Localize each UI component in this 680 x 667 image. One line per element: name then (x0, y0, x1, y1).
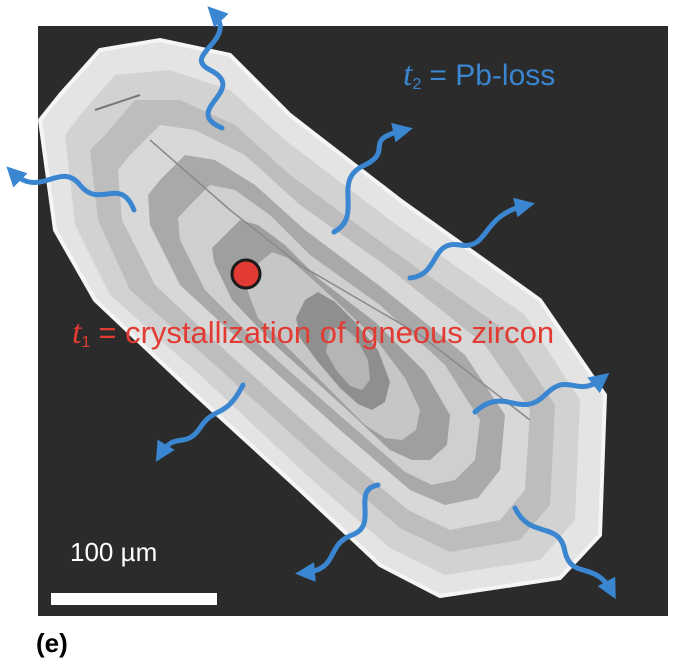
scale-bar (51, 593, 217, 605)
pb-loss-label: t2 = Pb-loss (403, 56, 555, 94)
pb-loss-arrow-icon (199, 6, 229, 131)
pb-loss-arrow-icon (331, 122, 413, 235)
t2-variable: t (403, 56, 413, 93)
t1-subscript: 1 (81, 334, 91, 351)
pb-loss-arrow-icon (407, 197, 535, 281)
t1-text: = crystallization of igneous zircon (98, 315, 555, 350)
pb-loss-arrow-icon (155, 382, 246, 462)
t2-text: = Pb-loss (429, 59, 556, 92)
panel-label: (e) (36, 628, 68, 658)
t1-variable: t (72, 314, 82, 351)
scale-bar-label: 100 µm (70, 537, 158, 567)
pb-loss-arrow-icon (295, 482, 381, 582)
pb-loss-arrow-icon (512, 505, 616, 600)
crystallization-label: t1 = crystallization of igneous zircon (72, 314, 554, 352)
pb-loss-arrow-icon (6, 166, 137, 213)
crystallization-point-icon (230, 258, 262, 290)
t2-subscript: 2 (412, 76, 422, 93)
pb-loss-arrow-icon (472, 373, 610, 415)
